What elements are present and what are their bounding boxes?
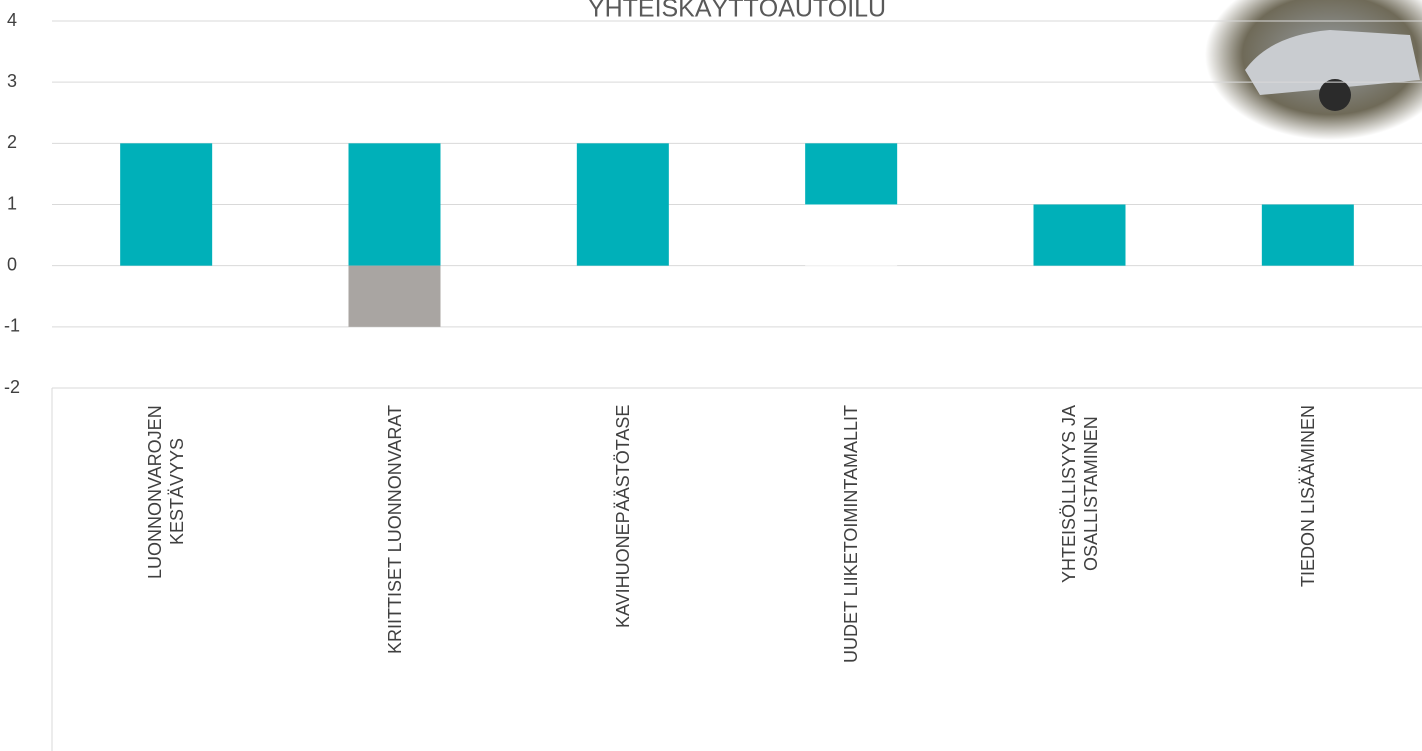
x-tick-text: KRIITTISET LUONNONVARAT xyxy=(384,405,405,655)
x-tick-text: LUONNONVAROJEN KESTÄVYYS xyxy=(145,405,188,579)
x-tick-label: LUONNONVAROJEN KESTÄVYYS xyxy=(144,405,188,745)
y-tick-label: 0 xyxy=(7,254,17,274)
bar xyxy=(348,265,441,327)
bar xyxy=(805,204,898,266)
bar xyxy=(805,143,898,205)
bar xyxy=(576,143,669,266)
y-tick-label: -2 xyxy=(4,377,20,397)
bar xyxy=(1261,204,1354,266)
x-tick-text: TIEDON LISÄÄMINEN xyxy=(1297,405,1318,588)
y-tick-label: 2 xyxy=(7,132,17,152)
x-tick-label: UUDET LIIKETOIMINTAMALLIT xyxy=(840,405,862,745)
bar xyxy=(348,143,441,266)
y-tick-label: 4 xyxy=(7,10,17,30)
y-tick-label: 3 xyxy=(7,71,17,91)
x-tick-label: KAVIHUONEPÄÄSTÖTASE xyxy=(612,405,634,745)
bar xyxy=(1033,204,1126,266)
car-body xyxy=(1245,30,1420,95)
car-wheel xyxy=(1319,79,1351,111)
x-tick-text: YHTEISÖLLISYYS JA OSALLISTAMINEN xyxy=(1058,405,1101,584)
x-tick-text: KAVIHUONEPÄÄSTÖTASE xyxy=(612,405,633,629)
bar xyxy=(120,143,213,266)
x-tick-text: UUDET LIIKETOIMINTAMALLIT xyxy=(841,405,862,664)
y-tick-label: 1 xyxy=(7,193,17,213)
x-tick-label: KRIITTISET LUONNONVARAT xyxy=(384,405,406,745)
x-tick-label: TIEDON LISÄÄMINEN xyxy=(1297,405,1319,745)
x-tick-label: YHTEISÖLLISYYS JA OSALLISTAMINEN xyxy=(1058,405,1102,745)
chart-title: YHTEISKÄYTTÖAUTOILU xyxy=(588,0,886,23)
y-tick-label: -1 xyxy=(4,316,20,336)
